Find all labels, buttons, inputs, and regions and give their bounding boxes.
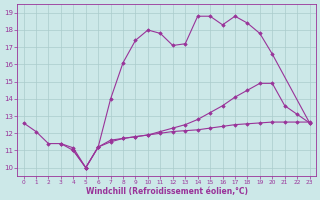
- X-axis label: Windchill (Refroidissement éolien,°C): Windchill (Refroidissement éolien,°C): [85, 187, 248, 196]
